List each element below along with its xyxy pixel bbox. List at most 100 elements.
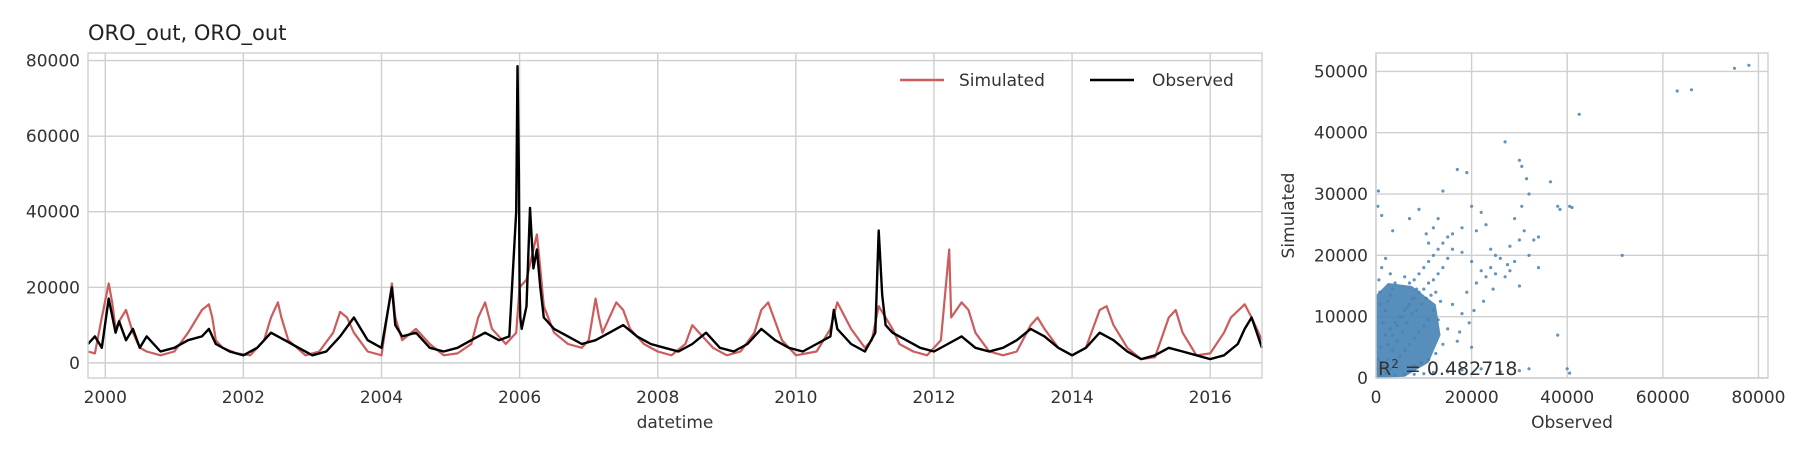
scatter-point — [1386, 299, 1390, 303]
scatter-point — [1427, 318, 1431, 322]
r-squared-annotation: R2 = 0.482718 — [1378, 357, 1518, 380]
scatter-point — [1412, 364, 1416, 368]
scatter-point — [1441, 266, 1445, 270]
scatter-point — [1482, 299, 1486, 303]
scatter-y-tick-label: 10000 — [1314, 308, 1368, 328]
timeseries-chart: 2000 2002 2004 2006 2008 2010 2012 2014 2016 020… — [26, 21, 1264, 433]
timeseries-y-tick-label: 0 — [69, 354, 80, 374]
scatter-point — [1384, 308, 1388, 313]
scatter-point — [1460, 226, 1464, 230]
scatter-plot-frame — [1375, 52, 1769, 379]
scatter-point — [1470, 259, 1474, 264]
r-squared-exponent: 2 — [1391, 357, 1399, 371]
scatter-point — [1520, 204, 1524, 208]
scatter-point — [1450, 232, 1455, 236]
scatter-point — [1450, 247, 1455, 251]
timeseries-grid — [88, 53, 1262, 378]
r-squared-equals: = — [1399, 358, 1427, 380]
timeseries-plot-frame — [87, 52, 1263, 379]
scatter-point — [1474, 229, 1478, 233]
scatter-point — [1395, 339, 1400, 343]
scatter-point — [1417, 290, 1421, 294]
scatter-point — [1400, 315, 1404, 319]
scatter-point — [1525, 177, 1529, 181]
scatter-point — [1441, 342, 1445, 346]
scatter-point — [1403, 348, 1407, 352]
scatter-point — [1527, 192, 1531, 196]
scatter-point — [1675, 89, 1679, 93]
scatter-point — [1410, 296, 1414, 300]
timeseries-x-tick-label: 2016 — [1189, 388, 1232, 408]
scatter-point — [1412, 336, 1416, 340]
timeseries-y-tick-label: 40000 — [26, 203, 80, 223]
scatter-point — [1527, 253, 1531, 257]
scatter-x-axis-label: Observed — [1531, 413, 1613, 433]
scatter-point — [1446, 256, 1450, 260]
scatter-point — [1513, 217, 1517, 221]
scatter-point — [1479, 269, 1483, 273]
scatter-point — [1436, 247, 1440, 251]
scatter-point — [1415, 308, 1419, 313]
scatter-point — [1384, 333, 1388, 337]
legend-observed-label: Observed — [1152, 71, 1234, 91]
scatter-point — [1381, 321, 1385, 325]
timeseries-y-ticks: 0 20000 40000 60000 80000 — [26, 52, 80, 374]
scatter-point — [1479, 367, 1483, 371]
scatter-point — [1398, 315, 1402, 319]
timeseries-x-tick-label: 2014 — [1050, 388, 1093, 408]
scatter-x-tick-label: 0 — [1371, 388, 1382, 408]
scatter-point — [1522, 229, 1526, 233]
scatter-point — [1388, 272, 1392, 276]
scatter-point — [1517, 158, 1521, 162]
scatter-point — [1380, 266, 1384, 270]
scatter-point — [1431, 226, 1435, 230]
scatter-point — [1479, 210, 1483, 214]
scatter-point — [1388, 367, 1392, 371]
scatter-point — [1565, 367, 1569, 371]
scatter-point — [1424, 232, 1428, 236]
scatter-point — [1434, 351, 1438, 356]
timeseries-x-tick-label: 2012 — [912, 388, 955, 408]
scatter-point — [1536, 266, 1541, 270]
scatter-point — [1520, 164, 1524, 168]
scatter-point — [1419, 302, 1423, 306]
scatter-point — [1400, 330, 1404, 334]
scatter-point — [1379, 373, 1383, 378]
scatter-point — [1403, 275, 1407, 279]
scatter-point — [1532, 238, 1536, 242]
scatter-point — [1577, 112, 1581, 116]
scatter-point — [1417, 272, 1421, 276]
scatter-point — [1412, 296, 1416, 300]
scatter-point — [1431, 308, 1435, 313]
scatter-x-tick-label: 60000 — [1636, 388, 1690, 408]
scatter-point — [1386, 358, 1390, 362]
scatter-point — [1455, 167, 1459, 172]
scatter-point — [1422, 324, 1426, 328]
observed-line — [87, 64, 1264, 361]
scatter-point — [1732, 66, 1737, 70]
scatter-point — [1491, 287, 1495, 291]
scatter-point — [1517, 369, 1521, 373]
scatter-point — [1503, 140, 1507, 144]
scatter-point — [1398, 354, 1402, 359]
scatter-y-axis-label: Simulated — [1279, 173, 1299, 259]
scatter-point — [1568, 204, 1572, 208]
scatter-point — [1438, 299, 1443, 303]
scatter-y-tick-label: 0 — [1357, 369, 1368, 389]
scatter-point — [1460, 312, 1464, 316]
scatter-point — [1517, 238, 1521, 242]
scatter-point — [1379, 345, 1383, 349]
scatter-point — [1498, 370, 1502, 374]
scatter-point — [1436, 217, 1440, 221]
scatter-point — [1460, 250, 1464, 254]
scatter-point — [1493, 253, 1498, 257]
simulated-line — [87, 233, 1264, 361]
scatter-point — [1474, 281, 1478, 285]
scatter-point — [1441, 189, 1445, 193]
timeseries-x-axis-label: datetime — [637, 413, 714, 433]
scatter-point — [1391, 229, 1395, 233]
legend: Simulated Observed — [900, 71, 1234, 91]
scatter-point — [1527, 367, 1531, 371]
scatter-point — [1498, 256, 1502, 260]
